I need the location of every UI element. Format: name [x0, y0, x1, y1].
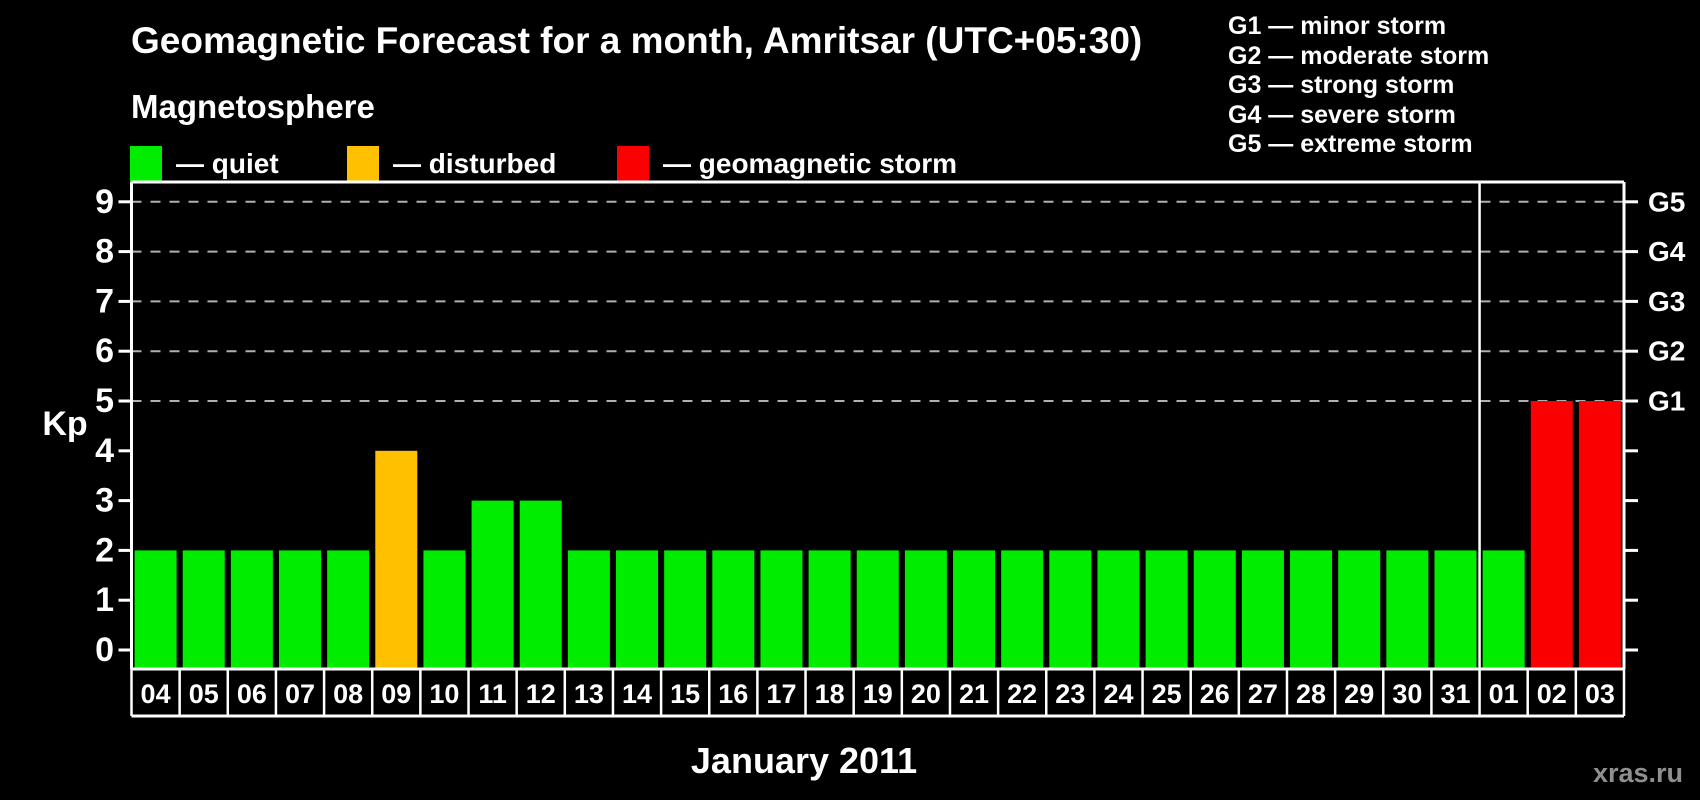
x-tick-label: 29 [1344, 679, 1374, 709]
x-tick-label: 12 [526, 679, 556, 709]
bar-day-15 [664, 550, 707, 669]
y-tick-label: 3 [95, 482, 114, 520]
bar-day-31 [1434, 550, 1477, 669]
bar-day-05 [182, 550, 225, 669]
x-tick-label: 06 [237, 679, 267, 709]
bar-day-02 [1530, 401, 1573, 669]
x-tick-label: 11 [478, 679, 507, 709]
gscale-legend-line: G4 — severe storm [1228, 100, 1456, 129]
legend-item-label: — disturbed [393, 148, 557, 179]
gscale-legend-line: G3 — strong storm [1228, 71, 1455, 100]
x-tick-label: 01 [1489, 679, 1519, 709]
x-tick-label: 27 [1248, 679, 1278, 709]
x-tick-label: 17 [766, 679, 796, 709]
bar-day-17 [760, 550, 803, 669]
bar-day-09 [375, 450, 418, 669]
watermark: xras.ru [1592, 758, 1683, 788]
quiet-swatch-icon [130, 146, 162, 182]
bar-day-27 [1241, 550, 1284, 669]
bar-day-23 [1049, 550, 1092, 669]
bar-day-20 [904, 550, 947, 669]
bar-day-06 [230, 550, 273, 669]
legend-item-label: — geomagnetic storm [663, 148, 958, 179]
x-tick-label: 31 [1440, 679, 1470, 709]
legend-item-label: — quiet [176, 148, 279, 179]
bar-day-16 [712, 550, 755, 669]
right-axis-g-label: G1 [1648, 386, 1685, 417]
bar-day-28 [1290, 550, 1333, 669]
disturbed-swatch-icon [347, 146, 379, 182]
right-axis-g-label: G2 [1648, 336, 1685, 367]
x-tick-label: 20 [911, 679, 941, 709]
x-tick-label: 05 [189, 679, 219, 709]
gscale-legend-line: G1 — minor storm [1228, 12, 1447, 40]
x-tick-label: 09 [381, 679, 411, 709]
bar-day-03 [1578, 401, 1621, 669]
bar-day-08 [327, 550, 370, 669]
x-tick-label: 14 [622, 679, 652, 709]
x-tick-label: 21 [959, 679, 989, 709]
bar-day-12 [519, 500, 562, 669]
x-tick-label: 08 [333, 679, 363, 709]
y-tick-label: 9 [95, 183, 114, 221]
storm-swatch-icon [617, 146, 649, 182]
x-axis-label: January 2011 [690, 740, 918, 781]
bar-day-29 [1338, 550, 1381, 669]
bar-day-25 [1145, 550, 1188, 669]
y-tick-label: 1 [95, 581, 114, 619]
bar-day-07 [279, 550, 322, 669]
bar-day-21 [953, 550, 996, 669]
gscale-legend-line: G5 — extreme storm [1228, 130, 1473, 159]
x-tick-label: 19 [863, 679, 893, 709]
legend-item-quiet: — quiet [130, 146, 279, 182]
bar-day-30 [1386, 550, 1429, 669]
y-tick-label: 2 [95, 531, 114, 569]
y-axis-label: Kp [42, 405, 88, 443]
x-tick-label: 26 [1200, 679, 1230, 709]
legend-item-disturbed: — disturbed [347, 146, 556, 182]
legend-title: Magnetosphere [131, 88, 375, 125]
x-tick-label: 02 [1537, 679, 1567, 709]
y-tick-label: 6 [95, 332, 114, 370]
x-tick-label: 10 [429, 679, 459, 709]
bar-day-10 [423, 550, 466, 669]
bar-day-18 [808, 550, 851, 669]
right-axis-g-label: G5 [1648, 186, 1685, 217]
right-axis-g-label: G4 [1648, 236, 1686, 267]
x-tick-label: 28 [1296, 679, 1326, 709]
gscale-legend-line: G2 — moderate storm [1228, 41, 1490, 70]
y-tick-label: 5 [95, 382, 114, 420]
y-tick-label: 7 [95, 282, 114, 320]
x-tick-label: 16 [718, 679, 748, 709]
x-tick-label: 24 [1103, 679, 1133, 709]
bar-day-04 [134, 550, 177, 669]
bar-day-11 [471, 500, 514, 669]
page-title: Geomagnetic Forecast for a month, Amrits… [131, 20, 1143, 61]
y-tick-label: 4 [95, 432, 114, 470]
bar-day-13 [567, 550, 610, 669]
x-tick-label: 07 [285, 679, 315, 709]
bar-day-22 [1001, 550, 1044, 669]
legend-item-storm: — geomagnetic storm [617, 146, 957, 182]
bar-day-19 [856, 550, 899, 669]
gscale-legend: G1 — minor storm G2 — moderate storm G3 … [1228, 12, 1489, 160]
x-tick-label: 15 [670, 679, 700, 709]
y-tick-label: 0 [95, 631, 114, 669]
x-tick-label: 22 [1007, 679, 1037, 709]
y-tick-label: 8 [95, 233, 114, 271]
x-tick-label: 18 [815, 679, 845, 709]
x-tick-label: 03 [1585, 679, 1615, 709]
x-tick-label: 13 [574, 679, 604, 709]
bar-day-26 [1193, 550, 1236, 669]
x-tick-label: 25 [1152, 679, 1182, 709]
x-tick-label: 04 [141, 679, 171, 709]
x-tick-label: 23 [1055, 679, 1085, 709]
bar-day-01 [1482, 550, 1525, 669]
right-axis-g-label: G3 [1648, 286, 1685, 317]
bar-day-14 [616, 550, 659, 669]
bar-day-24 [1097, 550, 1140, 669]
x-tick-label: 30 [1392, 679, 1422, 709]
